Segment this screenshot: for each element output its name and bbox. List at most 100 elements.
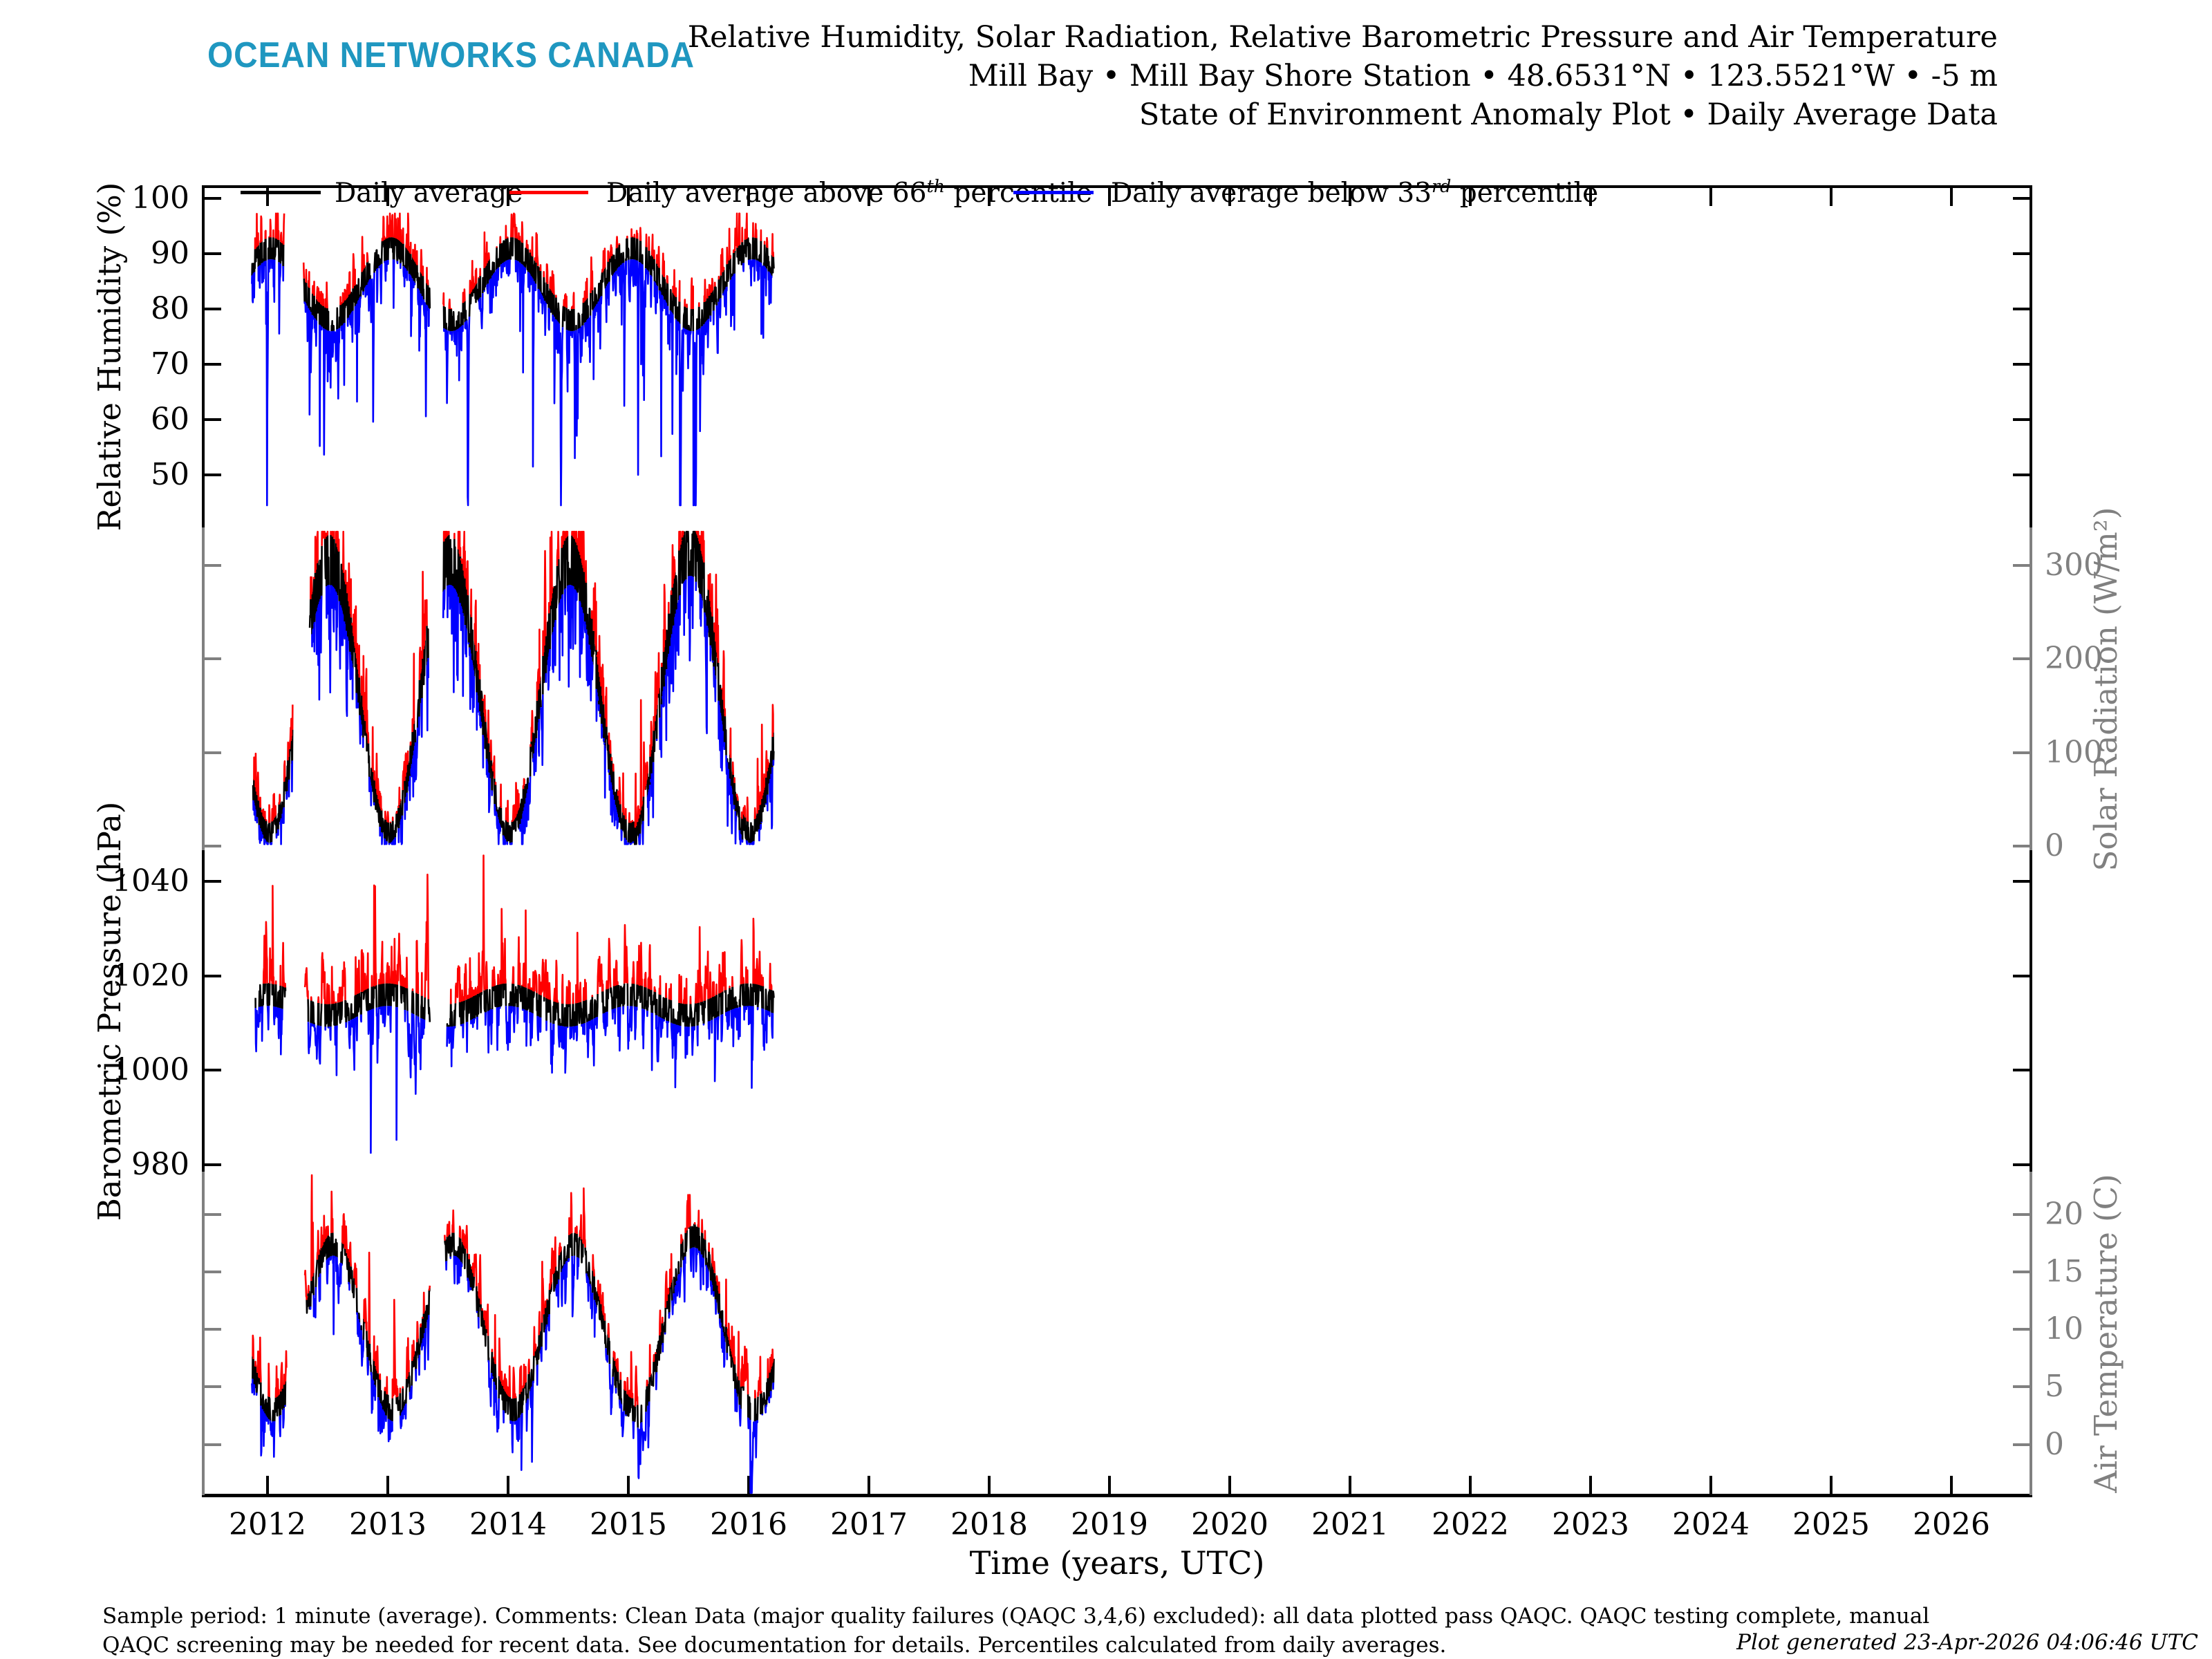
solar-radiation-series-plot xyxy=(252,530,775,845)
barometric-pressure-y-tick-right xyxy=(2013,1069,2030,1072)
air-temperature-spine-right xyxy=(2030,1172,2032,1495)
barometric-pressure-spine-left xyxy=(202,850,205,1172)
barometric-pressure-y-tick-label: 980 xyxy=(131,1146,189,1182)
x-tick-label: 2016 xyxy=(710,1507,787,1542)
relative-humidity-y-tick-label: 80 xyxy=(151,291,189,327)
footer-comments-line1: Sample period: 1 minute (average). Comme… xyxy=(102,1604,1930,1629)
x-tick-label: 2014 xyxy=(469,1507,547,1542)
air-temperature-y-tick-left xyxy=(205,1443,221,1446)
x-tick-label: 2013 xyxy=(349,1507,427,1542)
x-tick-top xyxy=(1469,188,1472,206)
air-temperature-series-plot xyxy=(251,1174,775,1494)
x-tick-bottom xyxy=(386,1476,389,1494)
x-tick-label: 2018 xyxy=(950,1507,1028,1542)
relative-humidity-y-tick-label: 100 xyxy=(131,180,189,216)
relative-humidity-y-tick-label: 60 xyxy=(151,402,189,438)
relative-humidity-y-tick-left xyxy=(205,363,221,366)
legend-label-below-33rd: Daily average below 33rd percentile xyxy=(1111,176,1599,209)
solar-radiation-y-tick-label: 100 xyxy=(2045,734,2103,770)
solar-radiation-y-tick-label: 200 xyxy=(2045,641,2103,677)
x-tick-bottom xyxy=(1228,1476,1231,1494)
barometric-pressure-series-below-33rd-percentile xyxy=(254,1005,774,1154)
solar-radiation-y-tick-left xyxy=(205,844,221,847)
barometric-pressure-series-daily-average xyxy=(254,982,775,1028)
x-tick-label: 2019 xyxy=(1071,1507,1148,1542)
relative-humidity-y-tick-right xyxy=(2013,418,2030,422)
plot-top-spine xyxy=(202,185,2032,188)
solar-radiation-series-daily-average xyxy=(252,530,775,845)
plot-generated-timestamp: Plot generated 23-Apr-2026 04:06:46 UTC xyxy=(1736,1630,2198,1655)
x-tick-label: 2015 xyxy=(590,1507,667,1542)
air-temperature-spine-left xyxy=(202,1172,205,1495)
x-tick-bottom xyxy=(1589,1476,1592,1494)
x-tick-label: 2020 xyxy=(1191,1507,1268,1542)
x-tick-top xyxy=(1709,188,1712,206)
barometric-pressure-y-tick-right xyxy=(2013,974,2030,977)
barometric-pressure-spine-right xyxy=(2030,850,2032,1172)
relative-humidity-y-tick-left xyxy=(205,197,221,200)
solar-radiation-y-tick-right xyxy=(2013,657,2030,661)
x-tick-label: 2022 xyxy=(1432,1507,1509,1542)
legend-line-above-66th xyxy=(508,191,588,194)
x-tick-top xyxy=(868,188,870,206)
air-temperature-y-tick-label: 15 xyxy=(2045,1253,2083,1289)
title-block: Relative Humidity, Solar Radiation, Rela… xyxy=(688,18,1998,134)
relative-humidity-y-tick-left xyxy=(205,308,221,311)
air-temperature-y-tick-right xyxy=(2013,1270,2030,1273)
footer-comments-line2: QAQC screening may be needed for recent … xyxy=(102,1633,1447,1658)
x-tick-bottom xyxy=(988,1476,991,1494)
air-temperature-y-tick-right xyxy=(2013,1212,2030,1216)
onc-logo: OCEAN NETWORKS CANADA xyxy=(207,35,695,75)
barometric-pressure-series-above-66th-percentile xyxy=(262,854,773,1005)
relative-humidity-spine-right xyxy=(2030,185,2032,527)
air-temperature-series-daily-average xyxy=(252,1224,775,1428)
air-temperature-y-tick-label: 10 xyxy=(2045,1311,2083,1347)
relative-humidity-series-below-33rd-percentile xyxy=(251,259,773,507)
x-tick-top xyxy=(1589,188,1592,206)
x-tick-top xyxy=(1950,188,1953,206)
air-temperature-y-tick-left xyxy=(205,1212,221,1216)
barometric-pressure-y-tick-left xyxy=(205,974,221,977)
x-tick-top xyxy=(1108,188,1111,206)
x-tick-label: 2023 xyxy=(1552,1507,1629,1542)
x-tick-top xyxy=(988,188,991,206)
x-tick-label: 2021 xyxy=(1311,1507,1389,1542)
barometric-pressure-y-tick-left xyxy=(205,880,221,883)
axis-label-solar-radiation: Solar Radiation (W/m²) xyxy=(2087,507,2124,871)
air-temperature-y-tick-label: 20 xyxy=(2045,1196,2083,1232)
relative-humidity-y-tick-label: 70 xyxy=(151,346,189,382)
legend-line-below-33rd xyxy=(1013,191,1094,194)
axis-label-relative-humidity: Relative Humidity (%) xyxy=(91,182,128,531)
x-tick-label: 2012 xyxy=(229,1507,306,1542)
relative-humidity-y-tick-right xyxy=(2013,363,2030,366)
x-tick-bottom xyxy=(747,1476,750,1494)
air-temperature-y-tick-right xyxy=(2013,1328,2030,1331)
axis-label-barometric-pressure: Barometric Pressure (hPa) xyxy=(91,801,128,1221)
x-tick-label: 2024 xyxy=(1672,1507,1750,1542)
solar-radiation-y-tick-label: 0 xyxy=(2045,827,2064,863)
solar-radiation-y-tick-left xyxy=(205,563,221,567)
relative-humidity-y-tick-left xyxy=(205,418,221,422)
barometric-pressure-y-tick-label: 1040 xyxy=(112,863,189,899)
x-tick-top xyxy=(1228,188,1231,206)
relative-humidity-y-tick-label: 50 xyxy=(151,457,189,493)
barometric-pressure-y-tick-left xyxy=(205,1069,221,1072)
relative-humidity-spine-left xyxy=(202,185,205,527)
air-temperature-y-tick-label: 0 xyxy=(2045,1426,2064,1462)
plot-subtitle-station: Mill Bay • Mill Bay Shore Station • 48.6… xyxy=(968,59,1998,93)
x-tick-bottom xyxy=(1950,1476,1953,1494)
x-axis-label: Time (years, UTC) xyxy=(969,1544,1265,1582)
x-tick-top xyxy=(507,188,509,206)
solar-radiation-spine-right xyxy=(2030,527,2032,850)
axis-label-air-temperature: Air Temperature (C) xyxy=(2087,1174,2124,1493)
x-tick-top xyxy=(627,188,630,206)
x-tick-label: 2026 xyxy=(1913,1507,1990,1542)
air-temperature-y-tick-left xyxy=(205,1270,221,1273)
relative-humidity-series-daily-average xyxy=(251,236,775,332)
plot-title: Relative Humidity, Solar Radiation, Rela… xyxy=(687,20,1998,55)
solar-radiation-spine-left xyxy=(202,527,205,850)
plot-bottom-spine xyxy=(202,1494,2032,1497)
barometric-pressure-y-tick-right xyxy=(2013,1163,2030,1166)
air-temperature-y-tick-left xyxy=(205,1328,221,1331)
